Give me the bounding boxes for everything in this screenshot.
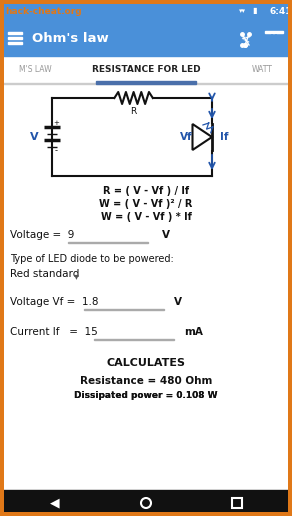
- Bar: [8, 32, 22, 34]
- Bar: [68, 242, 148, 243]
- Text: Dissipated power = 0.108 W: Dissipated power = 0.108 W: [74, 391, 218, 400]
- Bar: [288, 0, 292, 516]
- Text: RESISTANCE FOR LED: RESISTANCE FOR LED: [92, 66, 200, 74]
- Text: -: -: [55, 147, 58, 155]
- Bar: [0, 84, 292, 490]
- Bar: [0, 490, 292, 516]
- Text: Voltage Vf =  1.8: Voltage Vf = 1.8: [10, 297, 98, 307]
- Text: Ohm's law: Ohm's law: [32, 33, 109, 45]
- Text: ▾▾: ▾▾: [239, 8, 246, 14]
- Text: 6:41: 6:41: [270, 7, 292, 15]
- Text: Resistance = 480 Ohm: Resistance = 480 Ohm: [80, 376, 212, 386]
- Bar: [232, 498, 242, 508]
- Text: Dissipated power = 0.108 W: Dissipated power = 0.108 W: [74, 391, 218, 400]
- Text: Vf: Vf: [180, 132, 192, 142]
- Text: Voltage =  9: Voltage = 9: [10, 230, 74, 240]
- Text: Current If   =  15: Current If = 15: [10, 327, 98, 337]
- Text: Red standard: Red standard: [10, 269, 79, 279]
- Text: WATT: WATT: [252, 66, 272, 74]
- Text: V: V: [30, 132, 38, 142]
- Text: mA: mA: [184, 327, 203, 337]
- Bar: [94, 339, 174, 340]
- Text: V: V: [162, 230, 170, 240]
- Bar: [0, 0, 292, 4]
- Text: ▮: ▮: [252, 7, 257, 15]
- Polygon shape: [192, 124, 212, 150]
- Bar: [96, 81, 196, 84]
- Text: R: R: [131, 107, 137, 116]
- Bar: [84, 309, 164, 310]
- Bar: [0, 512, 292, 516]
- Text: R = ( V - Vf ) / If: R = ( V - Vf ) / If: [103, 186, 189, 196]
- Bar: [270, 29, 278, 32]
- Bar: [0, 0, 4, 516]
- Text: hack-cheat.org: hack-cheat.org: [5, 7, 82, 15]
- Bar: [8, 42, 22, 44]
- Text: M'S LAW: M'S LAW: [19, 66, 51, 74]
- Text: V: V: [174, 297, 182, 307]
- Bar: [0, 56, 292, 84]
- Bar: [0, 401, 292, 421]
- Bar: [268, 32, 280, 47]
- Bar: [0, 83, 292, 84]
- Bar: [0, 0, 292, 22]
- Text: ◀: ◀: [50, 496, 60, 509]
- Text: If: If: [220, 132, 228, 142]
- Text: ▾: ▾: [74, 271, 79, 281]
- Text: Type of LED diode to be powered:: Type of LED diode to be powered:: [10, 254, 174, 264]
- Bar: [8, 37, 22, 39]
- Bar: [0, 22, 292, 56]
- Text: +: +: [53, 120, 59, 126]
- Text: W = ( V - Vf ) * If: W = ( V - Vf ) * If: [100, 212, 192, 222]
- Text: <: <: [239, 31, 251, 46]
- Text: W = ( V - Vf )² / R: W = ( V - Vf )² / R: [99, 199, 193, 209]
- Text: CALCULATES: CALCULATES: [107, 358, 185, 368]
- Bar: [265, 31, 283, 33]
